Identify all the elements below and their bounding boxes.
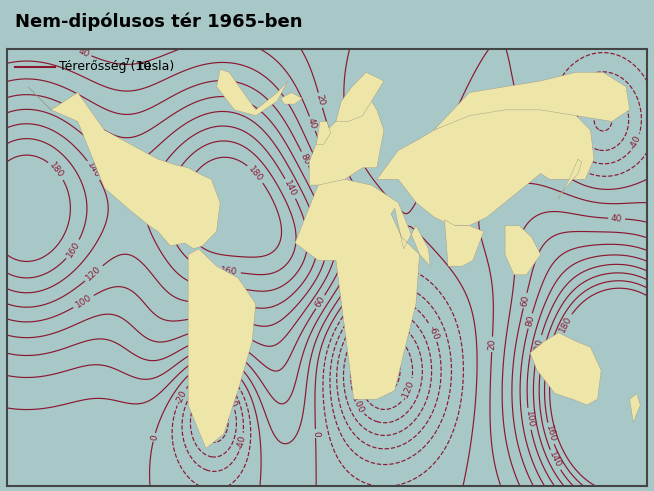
Polygon shape — [28, 87, 220, 249]
Polygon shape — [317, 121, 330, 145]
Text: Nem-dipólusos tér 1965-ben: Nem-dipólusos tér 1965-ben — [15, 12, 302, 31]
Point — [323, 284, 331, 290]
Polygon shape — [295, 179, 430, 399]
Text: 0: 0 — [510, 87, 520, 94]
Text: -80: -80 — [590, 103, 608, 118]
Text: 40: 40 — [611, 214, 623, 223]
Text: 100: 100 — [524, 409, 535, 428]
Text: 20: 20 — [315, 94, 326, 107]
Text: -60: -60 — [426, 324, 440, 341]
Point — [323, 284, 331, 290]
Polygon shape — [309, 92, 384, 185]
Polygon shape — [434, 72, 630, 130]
Text: -120: -120 — [400, 380, 417, 402]
Text: Térerősség (10: Térerősség (10 — [59, 60, 151, 73]
Text: 180: 180 — [48, 161, 65, 180]
Polygon shape — [630, 393, 640, 422]
Text: -60: -60 — [576, 130, 591, 147]
Text: -40: -40 — [628, 134, 643, 151]
Text: 80: 80 — [298, 152, 311, 166]
Text: 120: 120 — [532, 336, 545, 355]
Polygon shape — [377, 92, 594, 226]
Polygon shape — [216, 69, 288, 116]
Text: -20: -20 — [551, 76, 564, 93]
Text: 60: 60 — [313, 295, 327, 309]
Text: 20: 20 — [487, 338, 497, 350]
Text: 140: 140 — [547, 450, 562, 469]
Text: -7: -7 — [122, 58, 131, 67]
Text: 140: 140 — [283, 179, 298, 198]
Text: 140: 140 — [86, 161, 102, 180]
Polygon shape — [505, 226, 541, 275]
Text: 60: 60 — [519, 294, 531, 307]
Polygon shape — [336, 72, 384, 121]
Text: -20: -20 — [363, 276, 380, 293]
Text: 0: 0 — [430, 155, 441, 164]
Text: 180: 180 — [247, 164, 265, 184]
Text: 40: 40 — [77, 46, 91, 59]
Text: -40: -40 — [236, 434, 248, 450]
Text: 160: 160 — [544, 424, 557, 443]
Text: tesla): tesla) — [135, 60, 174, 73]
Text: -40: -40 — [354, 295, 371, 312]
Text: -20: -20 — [174, 388, 188, 406]
Text: -80: -80 — [355, 316, 372, 333]
Polygon shape — [530, 333, 601, 405]
Text: 180: 180 — [558, 314, 574, 333]
Polygon shape — [445, 220, 484, 266]
Text: 0: 0 — [149, 434, 160, 441]
Text: 120: 120 — [84, 264, 103, 282]
Text: -80: -80 — [195, 401, 209, 418]
Text: -60: -60 — [224, 392, 239, 409]
Text: 80: 80 — [525, 314, 536, 327]
Text: -100: -100 — [349, 392, 365, 414]
Text: 0: 0 — [311, 431, 320, 436]
Text: -140: -140 — [364, 350, 381, 372]
Text: 160: 160 — [220, 266, 238, 277]
Polygon shape — [188, 249, 256, 448]
Text: 160: 160 — [65, 240, 82, 259]
Polygon shape — [559, 159, 581, 199]
Polygon shape — [281, 92, 302, 104]
Text: 40: 40 — [306, 117, 318, 131]
Text: 100: 100 — [74, 293, 94, 310]
